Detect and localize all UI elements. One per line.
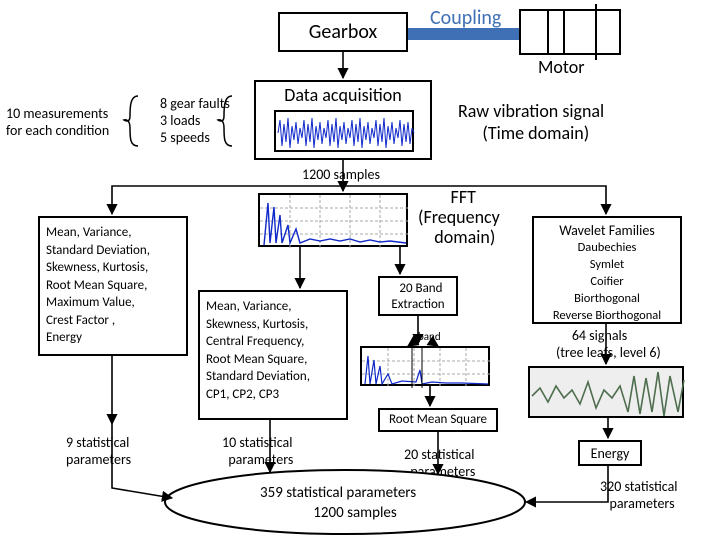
arrows-svg	[0, 0, 713, 560]
flowchart-stage: Gearbox Coupling Motor Data acquisition …	[0, 0, 713, 560]
